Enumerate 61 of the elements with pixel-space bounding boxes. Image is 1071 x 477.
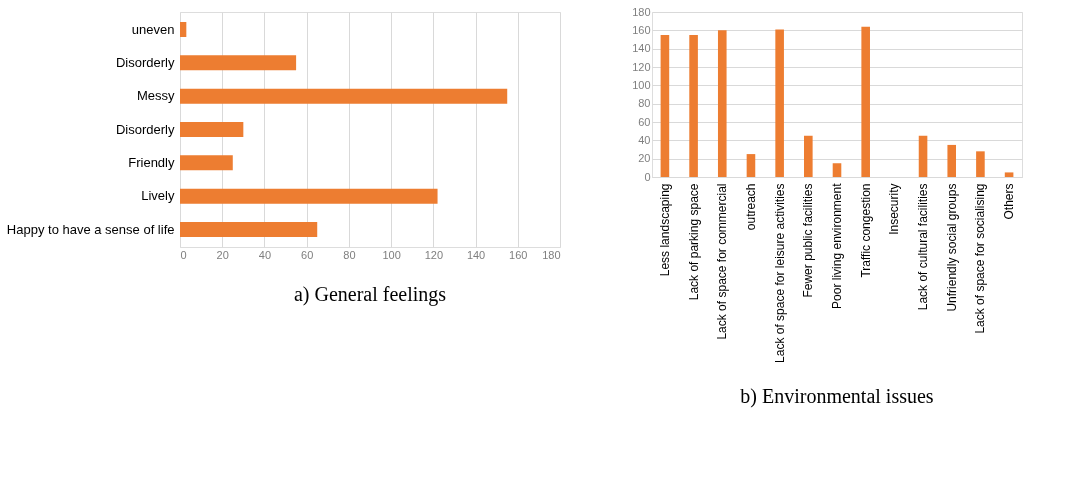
bar <box>180 122 244 137</box>
y-tick-label: 80 <box>638 97 651 110</box>
y-tick-label: 60 <box>638 115 651 128</box>
bar <box>775 29 784 177</box>
bar <box>180 188 438 204</box>
y-tick-label: 160 <box>632 23 651 36</box>
y-tick-label: Happy to have a sense of life <box>6 221 175 237</box>
bar <box>180 155 233 171</box>
y-tick-label: 140 <box>632 42 651 55</box>
x-tick-label: Traffic congestion <box>858 183 873 278</box>
bar <box>976 151 985 177</box>
x-tick-label: Lack of parking space <box>686 183 701 301</box>
bar <box>180 222 318 237</box>
x-tick-label: Lack of space for socialising <box>973 183 988 334</box>
y-tick-label: uneven <box>131 21 175 37</box>
x-tick-label: 180 <box>542 248 561 261</box>
x-tick-label: 40 <box>258 248 272 261</box>
x-tick-label: outreach <box>743 183 758 231</box>
x-tick-label: 0 <box>180 248 187 261</box>
x-tick-label: Others <box>1002 183 1017 220</box>
bar <box>746 154 756 177</box>
y-tick-label: Messy <box>136 88 175 104</box>
bar <box>832 163 842 177</box>
y-tick-label: Lively <box>141 188 175 204</box>
x-tick-label: Lack of space for leisure activities <box>772 183 787 363</box>
x-tick-label: Unfriendly social groups <box>944 183 959 312</box>
bar <box>180 88 508 104</box>
text: a) General feelings <box>293 283 447 306</box>
y-tick-label: Friendly <box>128 154 175 170</box>
x-tick-label: Lack of space for commercial <box>715 183 730 340</box>
x-tick-label: 60 <box>301 248 314 261</box>
x-tick-label: 160 <box>509 248 528 261</box>
bar <box>180 22 187 37</box>
y-tick-label: 120 <box>632 60 651 73</box>
bar <box>1004 172 1014 177</box>
bar <box>861 26 870 177</box>
x-tick-label: 120 <box>424 248 444 261</box>
bar <box>918 135 928 177</box>
bar <box>180 55 297 71</box>
x-tick-label: 80 <box>343 248 356 261</box>
y-tick-label: 100 <box>632 78 651 91</box>
y-tick-label: Disorderly <box>115 121 175 137</box>
x-tick-label: Poor living environment <box>830 182 844 309</box>
text: b) Environmental issues <box>740 385 934 409</box>
x-tick-label: 100 <box>382 248 401 261</box>
y-tick-label: 20 <box>638 152 651 165</box>
y-tick-label: Disorderly <box>115 54 175 70</box>
bar <box>947 144 957 177</box>
bar <box>689 34 698 177</box>
x-tick-label: Insecurity <box>887 183 902 235</box>
x-tick-label: Fewer public facilities <box>801 183 816 298</box>
y-tick-label: 0 <box>644 170 651 183</box>
x-tick-label: Lack of cultural facilities <box>916 183 931 311</box>
x-tick-label: 140 <box>466 248 486 261</box>
x-tick-label: 20 <box>216 248 229 261</box>
y-tick-label: 180 <box>632 5 651 18</box>
y-tick-label: 40 <box>638 133 651 146</box>
bar <box>804 135 813 177</box>
bar <box>660 34 670 177</box>
x-tick-label: Less landscaping <box>657 183 672 277</box>
bar <box>717 30 727 177</box>
